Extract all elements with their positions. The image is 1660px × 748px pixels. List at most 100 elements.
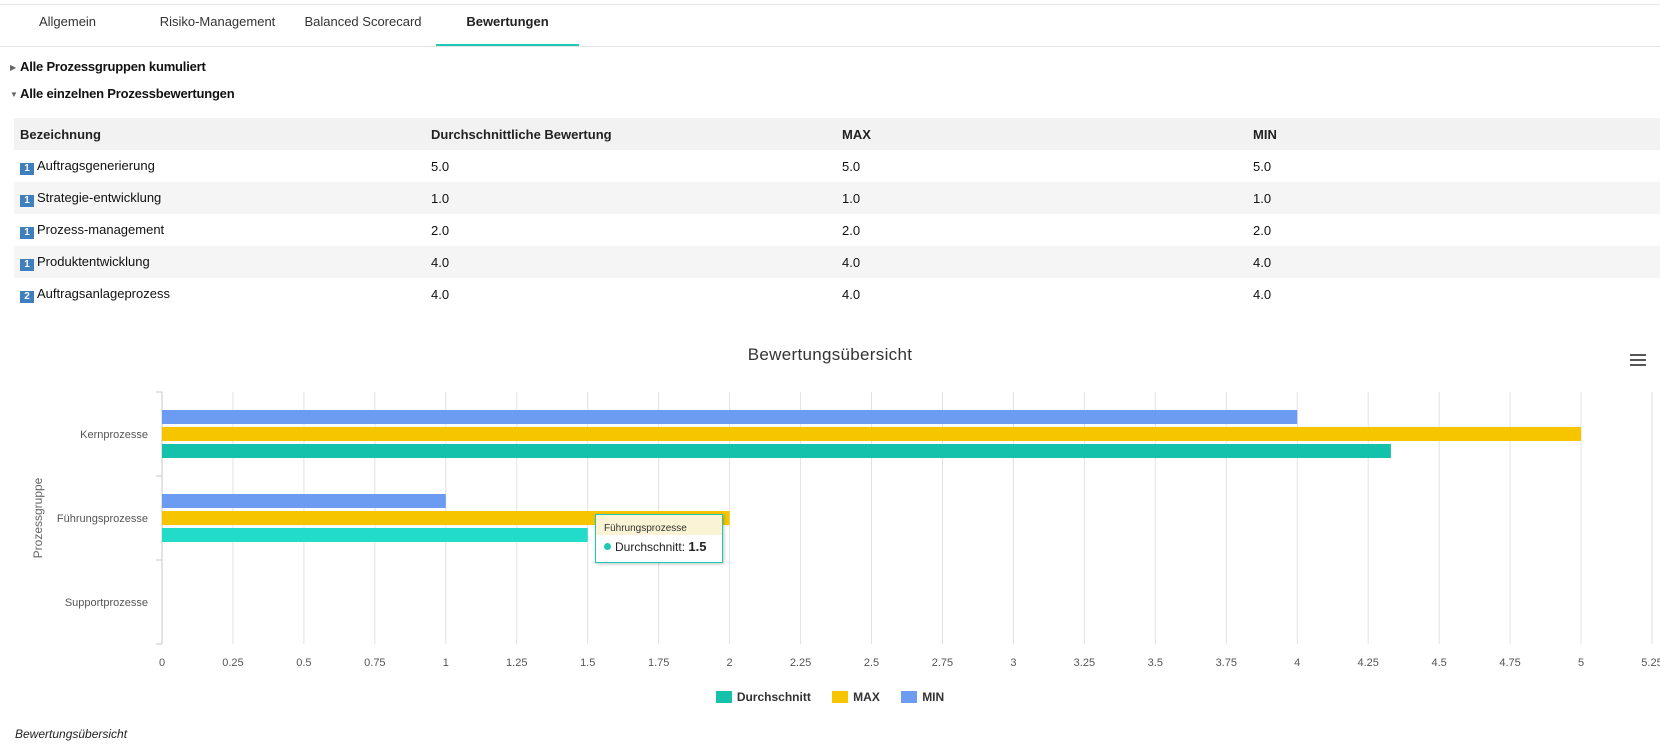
row-name[interactable]: Produktentwicklung	[37, 253, 150, 269]
level-badge: 1	[20, 162, 34, 175]
category-label: Supportprozesse	[65, 597, 148, 609]
x-tick-label: 5	[1578, 657, 1584, 669]
bar-max[interactable]	[162, 511, 730, 525]
tab-bewertungen[interactable]: Bewertungen	[436, 6, 579, 46]
ratings-table: Bezeichnung Durchschnittliche Bewertung …	[14, 118, 1660, 310]
x-tick-label: 0	[159, 657, 165, 669]
caret-right-icon: ▶	[10, 63, 16, 72]
level-badge: 1	[20, 226, 34, 239]
x-tick-label: 4.5	[1431, 657, 1446, 669]
row-max: 2.0	[842, 222, 861, 238]
legend-label: MIN	[922, 690, 945, 704]
legend-swatch	[715, 691, 732, 703]
legend-label: Durchschnitt	[736, 690, 811, 704]
table-row[interactable]: 2 Auftragsanlageprozess 4.0 4.0 4.0	[14, 278, 1660, 310]
x-tick-label: 1	[443, 657, 449, 669]
x-tick-label: 2.75	[932, 657, 953, 669]
chart-caption: Bewertungsübersicht	[15, 727, 128, 741]
row-avg: 4.0	[431, 286, 450, 302]
row-min: 4.0	[1253, 286, 1272, 302]
section-individual-label: Alle einzelnen Prozessbewertungen	[20, 86, 235, 101]
row-name[interactable]: Strategie-entwicklung	[37, 189, 162, 205]
table-header-row: Bezeichnung Durchschnittliche Bewertung …	[14, 118, 1660, 150]
x-tick-label: 1.5	[580, 657, 595, 669]
row-avg: 5.0	[431, 158, 450, 174]
x-tick-label: 0.25	[222, 657, 243, 669]
section-individual-toggle[interactable]: ▼ Alle einzelnen Prozessbewertungen	[10, 86, 235, 101]
table-row[interactable]: 1 Produktentwicklung 4.0 4.0 4.0	[14, 246, 1660, 278]
hamburger-menu-icon[interactable]	[1630, 354, 1646, 369]
bar-chart: 0 0.25 0.5 0.75 1 1.25 1.5 1.75 2 2.25 2.5 2.75 3 3.2…	[31, 391, 1660, 669]
level-badge: 1	[20, 194, 34, 207]
bar-durchschnitt[interactable]	[162, 444, 1391, 458]
series-dot-icon	[604, 543, 611, 550]
x-tick-label: 1.25	[506, 657, 527, 669]
category-label: Kernprozesse	[80, 429, 148, 441]
x-tick-label: 2	[727, 657, 733, 669]
x-tick-label: 2.5	[864, 657, 879, 669]
tab-allgemein[interactable]: Allgemein	[38, 14, 97, 29]
tab-risiko-management[interactable]: Risiko-Management	[159, 14, 276, 29]
row-min: 2.0	[1253, 222, 1272, 238]
row-max: 5.0	[842, 158, 861, 174]
x-tick-label: 3.75	[1216, 657, 1237, 669]
chart-title: Bewertungsübersicht	[747, 345, 913, 364]
header-durchschnitt[interactable]: Durchschnittliche Bewertung	[425, 118, 836, 150]
header-max[interactable]: MAX	[836, 118, 1247, 150]
legend-item-durchschnitt[interactable]: Durchschnitt	[715, 690, 811, 704]
table-row[interactable]: 1 Prozess-management 2.0 2.0 2.0	[14, 214, 1660, 246]
row-name[interactable]: Auftragsanlageprozess	[37, 285, 170, 301]
legend-swatch	[832, 691, 849, 703]
y-axis-title: Prozessgruppe	[31, 477, 45, 558]
legend-item-max[interactable]: MAX	[832, 690, 880, 704]
table-row[interactable]: 1 Strategie-entwicklung 1.0 1.0 1.0	[14, 182, 1660, 214]
row-avg: 2.0	[431, 222, 450, 238]
x-tick-label: 1.75	[648, 657, 669, 669]
row-max: 4.0	[836, 246, 1247, 278]
row-max: 4.0	[842, 286, 861, 302]
header-min[interactable]: MIN	[1247, 118, 1660, 150]
legend-swatch	[901, 691, 918, 703]
bar-min[interactable]	[162, 494, 446, 508]
row-name[interactable]: Auftragsgenerierung	[37, 157, 155, 173]
bar-min[interactable]	[162, 410, 1298, 424]
legend-label: MAX	[853, 690, 880, 704]
chart-legend: Durchschnitt MAX MIN	[0, 690, 1660, 704]
level-badge: 1	[20, 258, 34, 271]
row-avg: 4.0	[425, 246, 836, 278]
x-tick-label: 4	[1294, 657, 1300, 669]
x-tick-label: 3.25	[1074, 657, 1095, 669]
row-avg: 1.0	[425, 182, 836, 214]
chart-tooltip: Führungsprozesse Durchschnitt: 1.5	[595, 514, 723, 563]
level-badge: 2	[20, 290, 34, 303]
section-cumulative-label: Alle Prozessgruppen kumuliert	[20, 59, 206, 74]
x-tick-label: 4.25	[1357, 657, 1378, 669]
top-divider	[0, 4, 1660, 5]
x-tick-label: 0.5	[296, 657, 311, 669]
bar-max[interactable]	[162, 427, 1582, 441]
bar-durchschnitt[interactable]	[162, 528, 588, 542]
tooltip-category: Führungsprozesse	[604, 523, 687, 534]
tab-bar: Allgemein Risiko-Management Balanced Sco…	[0, 6, 1660, 47]
section-cumulative-toggle[interactable]: ▶ Alle Prozessgruppen kumuliert	[10, 59, 206, 74]
tooltip-series-label: Durchschnitt:	[615, 540, 686, 554]
x-tick-label: 2.25	[790, 657, 811, 669]
tab-balanced-scorecard[interactable]: Balanced Scorecard	[304, 14, 422, 29]
row-name[interactable]: Prozess-management	[37, 221, 165, 237]
row-min: 5.0	[1253, 158, 1272, 174]
x-tick-label: 0.75	[364, 657, 385, 669]
category-label: Führungsprozesse	[57, 513, 148, 525]
tooltip-value: 1.5	[688, 539, 707, 554]
tooltip-value-line: Durchschnitt: 1.5	[604, 539, 706, 554]
x-tick-label: 5.25	[1641, 657, 1660, 669]
row-max: 1.0	[836, 182, 1247, 214]
header-bezeichnung[interactable]: Bezeichnung	[14, 118, 425, 150]
x-tick-label: 4.75	[1499, 657, 1520, 669]
legend-item-min[interactable]: MIN	[901, 690, 944, 704]
table-row[interactable]: 1 Auftragsgenerierung 5.0 5.0 5.0	[14, 150, 1660, 182]
x-tick-label: 3	[1010, 657, 1016, 669]
x-tick-label: 3.5	[1148, 657, 1163, 669]
row-min: 1.0	[1247, 182, 1660, 214]
tooltip-header	[596, 515, 722, 535]
row-min: 4.0	[1247, 246, 1660, 278]
